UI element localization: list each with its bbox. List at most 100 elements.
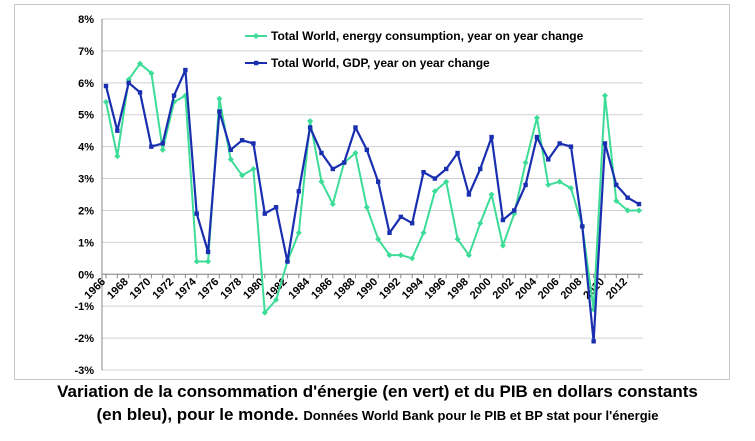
energy-point bbox=[613, 197, 620, 204]
caption-title: Variation de la consommation d'énergie (… bbox=[57, 382, 698, 401]
y-tick-label: 7% bbox=[78, 46, 94, 58]
energy-point bbox=[465, 252, 472, 259]
x-tick-label: 1996 bbox=[423, 276, 449, 302]
x-tick-label: 2002 bbox=[491, 276, 517, 302]
y-tick-label: -2% bbox=[74, 333, 94, 345]
gdp-point bbox=[580, 224, 585, 229]
gdp-point bbox=[478, 166, 483, 172]
gdp-point bbox=[137, 90, 143, 95]
y-tick-label: 2% bbox=[78, 205, 94, 217]
energy-point bbox=[624, 207, 631, 214]
x-tick-label: 1984 bbox=[286, 275, 312, 301]
gdp-point bbox=[160, 141, 165, 146]
series-line-gdp bbox=[104, 68, 640, 343]
x-tick-label: 1968 bbox=[105, 276, 131, 302]
gdp-point bbox=[364, 147, 370, 153]
gdp-point bbox=[183, 67, 188, 73]
gdp-point bbox=[398, 214, 404, 220]
energy-point bbox=[409, 255, 416, 262]
energy-point bbox=[307, 118, 314, 125]
legend-marker bbox=[253, 33, 259, 39]
x-tick-label: 1986 bbox=[309, 276, 335, 302]
x-tick-label: 1994 bbox=[400, 275, 426, 301]
y-tick-label: 4% bbox=[78, 142, 94, 154]
gdp-point bbox=[262, 211, 267, 216]
gdp-point bbox=[568, 144, 574, 149]
caption-source-note: Données World Bank pour le PIB et BP sta… bbox=[303, 408, 659, 423]
energy-point bbox=[227, 156, 234, 163]
x-tick-label: 2012 bbox=[604, 276, 630, 302]
y-tick-label: 5% bbox=[78, 110, 94, 122]
x-tick-label: 1992 bbox=[377, 276, 403, 302]
energy-point bbox=[556, 178, 563, 185]
gdp-point bbox=[228, 147, 233, 153]
y-tick-label: 1% bbox=[78, 237, 94, 249]
x-tick-label: 1998 bbox=[445, 276, 471, 302]
energy-point bbox=[318, 178, 325, 185]
energy-point bbox=[567, 185, 574, 192]
energy-point bbox=[477, 220, 484, 227]
energy-point bbox=[250, 165, 257, 172]
energy-point bbox=[295, 229, 302, 236]
energy-point bbox=[148, 70, 155, 77]
x-tick-label: 1990 bbox=[354, 276, 380, 302]
x-tick-label: 2000 bbox=[468, 276, 494, 302]
gdp-point bbox=[330, 166, 336, 172]
energy-point bbox=[261, 309, 268, 316]
line-chart: 8%7%6%5%4%3%2%1%0%-1%-2%-3%1966196819701… bbox=[74, 14, 643, 377]
gdp-point bbox=[455, 150, 460, 156]
gdp-point bbox=[205, 249, 211, 255]
energy-point bbox=[499, 242, 506, 249]
caption-subtitle: (en bleu), pour le monde. Données World … bbox=[0, 405, 755, 425]
gdp-point bbox=[296, 189, 301, 194]
gdp-point bbox=[444, 166, 449, 172]
energy-point bbox=[443, 178, 450, 185]
energy-point bbox=[137, 60, 144, 67]
gdp-point bbox=[625, 195, 630, 200]
gdp-point bbox=[523, 182, 528, 188]
gdp-point bbox=[307, 125, 313, 130]
caption-subtitle-bold: (en bleu), pour le monde. bbox=[96, 405, 299, 424]
gdp-point bbox=[534, 134, 540, 140]
energy-point bbox=[601, 92, 608, 99]
gdp-point bbox=[126, 80, 131, 86]
gdp-point bbox=[466, 192, 472, 197]
gdp-point bbox=[194, 211, 199, 216]
gdp-point bbox=[500, 217, 506, 223]
energy-point bbox=[193, 258, 200, 265]
energy-point bbox=[454, 236, 461, 243]
energy-point bbox=[522, 159, 529, 166]
gdp-point bbox=[512, 208, 517, 213]
gdp-point bbox=[375, 179, 381, 184]
gdp-point bbox=[546, 157, 551, 162]
gdp-point bbox=[217, 109, 222, 114]
energy-point bbox=[386, 252, 393, 259]
energy-point bbox=[114, 153, 121, 160]
gdp-point bbox=[387, 230, 392, 235]
energy-point bbox=[533, 114, 540, 121]
y-tick-label: 0% bbox=[78, 269, 94, 281]
gdp-point bbox=[319, 150, 324, 156]
energy-point bbox=[431, 188, 438, 195]
gdp-point bbox=[273, 205, 279, 210]
energy-point bbox=[420, 229, 427, 236]
gdp-point bbox=[614, 182, 619, 188]
energy-point bbox=[329, 201, 336, 208]
x-tick-label: 1972 bbox=[150, 276, 176, 302]
gdp-point bbox=[409, 221, 415, 226]
x-tick-label: 1970 bbox=[128, 276, 154, 302]
legend-label: Total World, GDP, year on year change bbox=[271, 56, 490, 70]
gdp-point bbox=[341, 160, 347, 165]
gdp-point bbox=[353, 125, 358, 130]
series-line-energy bbox=[105, 62, 639, 314]
energy-point bbox=[239, 172, 246, 179]
gdp-point bbox=[421, 169, 426, 175]
x-tick-label: 2008 bbox=[559, 276, 585, 302]
legend-label: Total World, energy consumption, year on… bbox=[271, 29, 584, 43]
gdp-point bbox=[602, 141, 608, 146]
x-tick-label: 2004 bbox=[513, 275, 539, 301]
energy-point bbox=[103, 98, 109, 105]
energy-point bbox=[488, 191, 495, 198]
energy-point bbox=[375, 236, 382, 243]
chart-frame: 8% 7% 6% 5% 4% 3% 2% 1% 0% -1% -2% -3% 1966 1968 1970 1… bbox=[14, 4, 730, 380]
